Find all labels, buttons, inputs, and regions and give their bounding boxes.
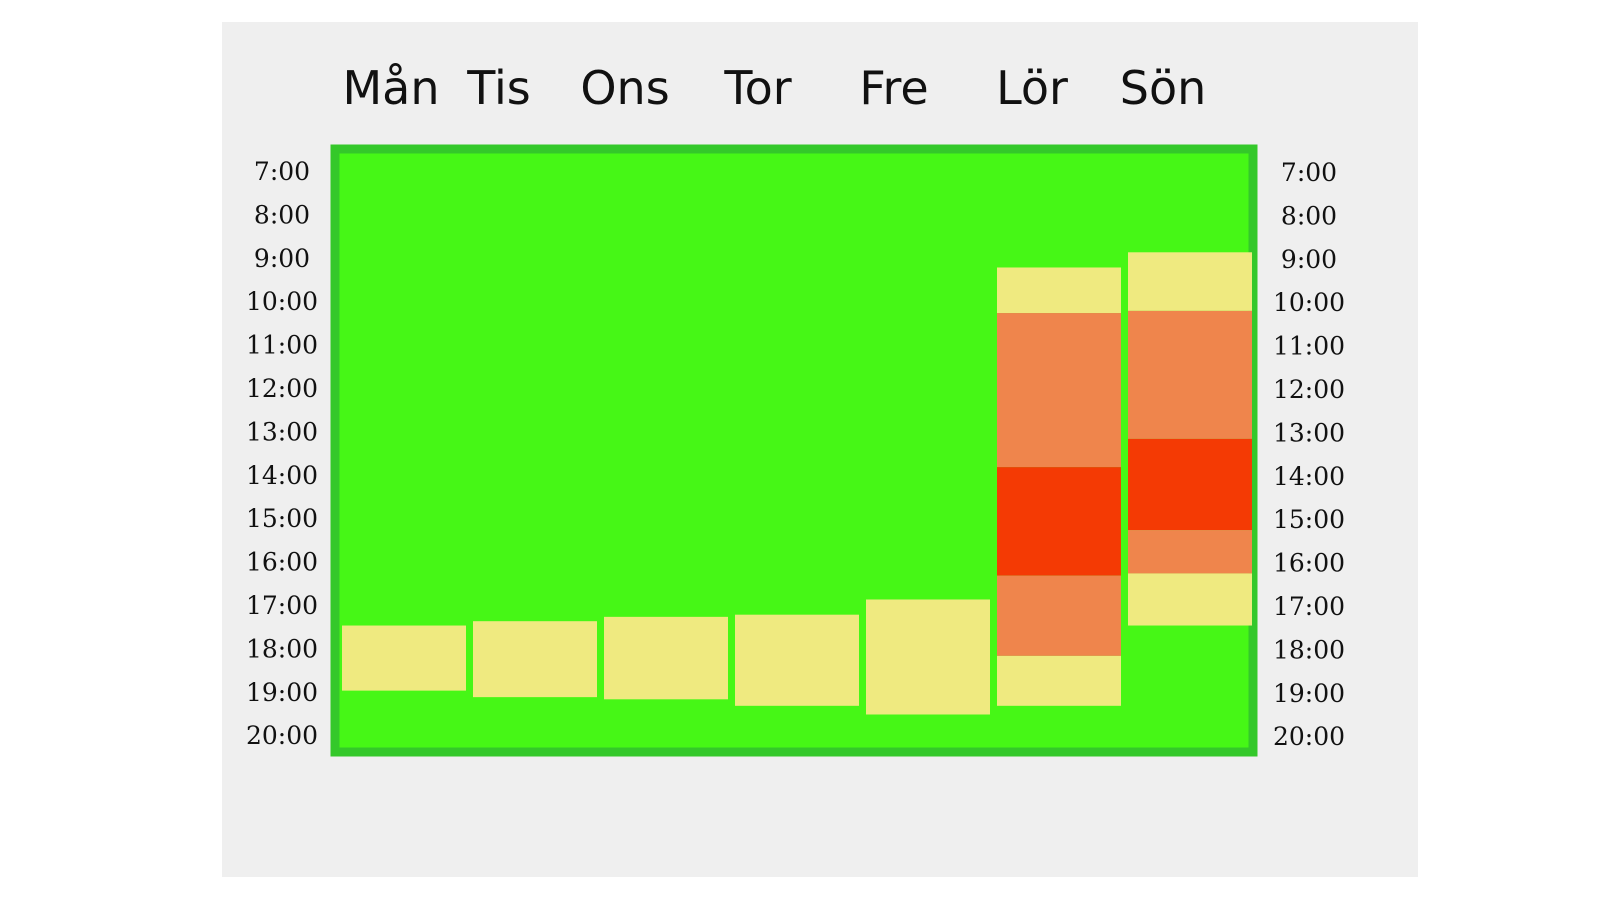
day-label: Fre xyxy=(859,61,928,115)
busy-block-lör-high-7 xyxy=(997,467,1121,576)
busy-block-lör-medium-6 xyxy=(997,313,1121,468)
busy-block-ons-light-2 xyxy=(604,616,728,700)
busy-block-mån-light-0 xyxy=(342,625,466,691)
day-label: Tor xyxy=(723,61,791,115)
busy-block-tis-light-1 xyxy=(473,621,597,698)
time-label-right: 16:00 xyxy=(1273,549,1345,578)
day-label: Lör xyxy=(996,61,1068,115)
day-label: Sön xyxy=(1120,61,1207,115)
time-label-right: 7:00 xyxy=(1281,158,1337,187)
time-label-left: 13:00 xyxy=(246,417,318,446)
day-label: Tis xyxy=(466,61,530,115)
busy-block-sön-medium-13 xyxy=(1128,530,1252,574)
time-label-left: 16:00 xyxy=(246,548,318,577)
time-label-right: 11:00 xyxy=(1273,332,1345,361)
busy-block-sön-light-14 xyxy=(1128,573,1252,626)
time-label-left: 20:00 xyxy=(246,721,318,750)
time-label-left: 17:00 xyxy=(246,591,318,620)
time-label-right: 10:00 xyxy=(1273,288,1345,317)
time-label-left: 15:00 xyxy=(246,504,318,533)
busy-block-lör-light-5 xyxy=(997,267,1121,314)
time-label-left: 11:00 xyxy=(246,331,318,360)
busy-block-sön-high-12 xyxy=(1128,438,1252,531)
time-label-right: 19:00 xyxy=(1273,679,1345,708)
time-label-left: 14:00 xyxy=(246,461,318,490)
time-label-left: 8:00 xyxy=(254,200,310,229)
time-label-left: 7:00 xyxy=(254,157,310,186)
time-label-right: 17:00 xyxy=(1273,592,1345,621)
time-label-right: 15:00 xyxy=(1273,505,1345,534)
time-label-right: 18:00 xyxy=(1273,635,1345,664)
time-label-right: 20:00 xyxy=(1273,722,1345,751)
time-labels-left: 7:00 8:00 9:00 10:00 11:00 12:00 13:00 14:00 15:… xyxy=(246,157,318,750)
busy-block-lör-medium-8 xyxy=(997,575,1121,656)
time-label-right: 12:00 xyxy=(1273,375,1345,404)
time-labels-right: 7:00 8:00 9:00 10:00 11:00 12:00 13:00 14:00 15:… xyxy=(1273,158,1345,751)
busy-block-tor-light-3 xyxy=(735,614,859,706)
busy-block-fre-light-4 xyxy=(866,599,990,715)
time-label-right: 8:00 xyxy=(1281,201,1337,230)
time-label-left: 9:00 xyxy=(254,244,310,273)
time-label-right: 14:00 xyxy=(1273,462,1345,491)
time-label-left: 19:00 xyxy=(246,678,318,707)
busy-hours-heatmap: Mån Tis Ons Tor Fre Lör Sön 7:00 8:00 9:00 10:00 1… xyxy=(246,61,1345,757)
time-label-right: 9:00 xyxy=(1281,245,1337,274)
day-labels: Mån Tis Ons Tor Fre Lör Sön xyxy=(342,61,1206,115)
blocks-layer xyxy=(342,252,1252,715)
time-label-left: 12:00 xyxy=(246,374,318,403)
time-label-left: 10:00 xyxy=(246,287,318,316)
day-label: Mån xyxy=(342,61,439,115)
time-label-right: 13:00 xyxy=(1273,418,1345,447)
busy-block-sön-light-10 xyxy=(1128,252,1252,311)
heatmap-panel: Mån Tis Ons Tor Fre Lör Sön 7:00 8:00 9:00 10:00 1… xyxy=(222,22,1418,877)
day-label: Ons xyxy=(580,61,669,115)
time-label-left: 18:00 xyxy=(246,634,318,663)
busy-block-lör-light-9 xyxy=(997,655,1121,706)
busy-block-sön-medium-11 xyxy=(1128,310,1252,439)
